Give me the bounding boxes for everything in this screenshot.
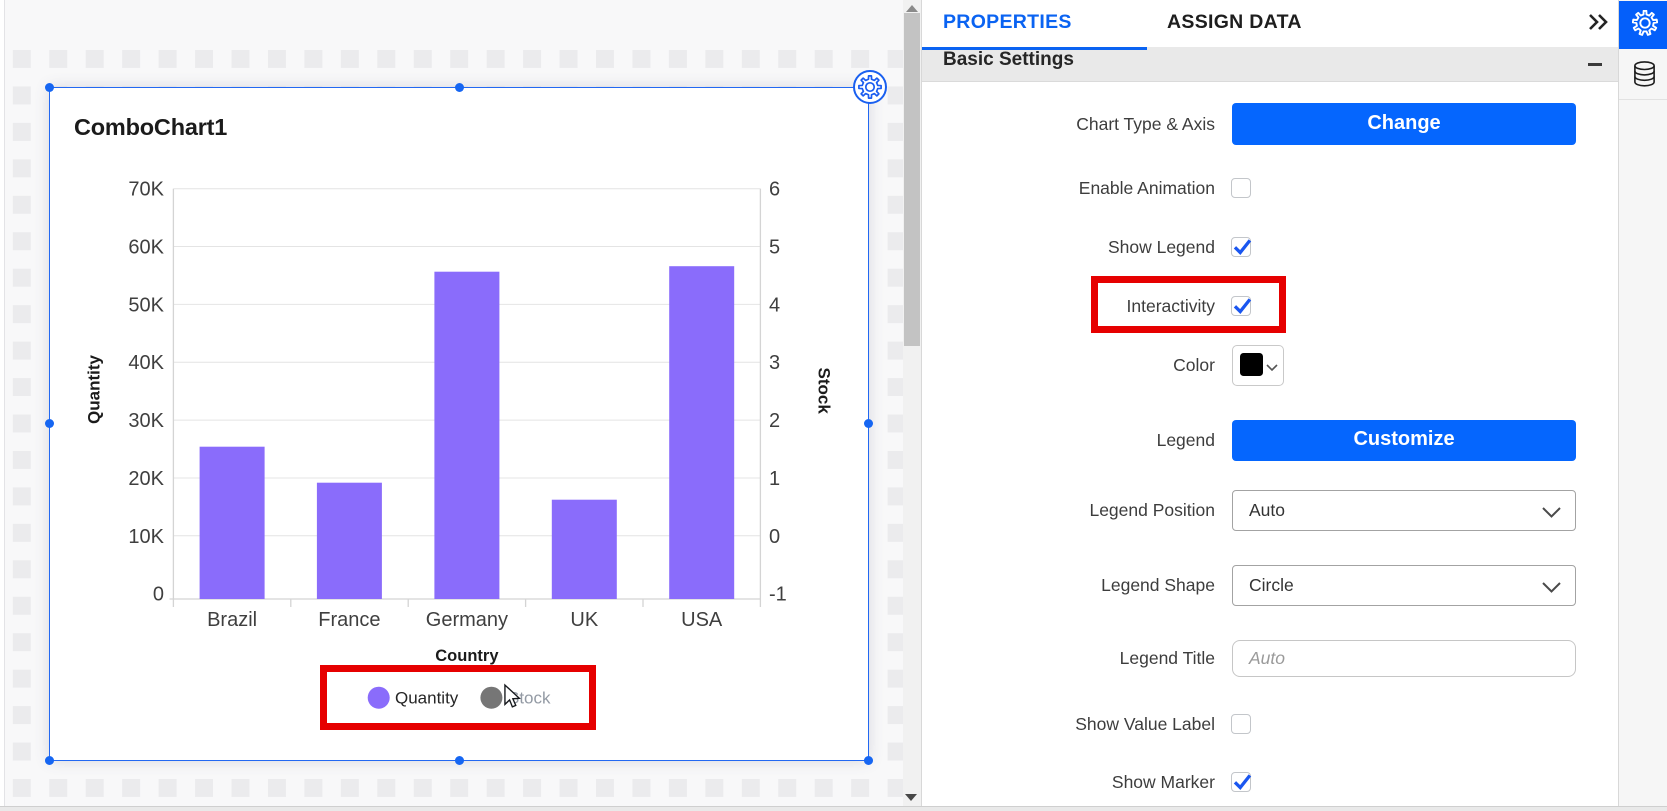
- svg-text:6: 6: [769, 179, 780, 201]
- svg-text:0: 0: [153, 584, 164, 606]
- svg-text:40K: 40K: [128, 352, 164, 374]
- svg-text:Brazil: Brazil: [207, 609, 257, 631]
- svg-text:Quantity: Quantity: [395, 689, 459, 708]
- svg-text:Stock: Stock: [815, 368, 834, 415]
- svg-text:0: 0: [769, 526, 780, 548]
- svg-text:-1: -1: [769, 584, 787, 606]
- svg-text:Stock: Stock: [508, 689, 551, 708]
- svg-text:ComboChart1: ComboChart1: [74, 114, 227, 140]
- svg-text:4: 4: [769, 294, 780, 316]
- svg-text:USA: USA: [681, 609, 723, 631]
- svg-text:70K: 70K: [128, 179, 164, 201]
- svg-text:30K: 30K: [128, 410, 164, 432]
- svg-text:50K: 50K: [128, 294, 164, 316]
- svg-text:UK: UK: [570, 609, 598, 631]
- svg-text:France: France: [318, 609, 380, 631]
- svg-text:10K: 10K: [128, 526, 164, 548]
- svg-text:5: 5: [769, 237, 780, 259]
- svg-text:20K: 20K: [128, 468, 164, 490]
- svg-text:Quantity: Quantity: [84, 354, 103, 423]
- svg-text:60K: 60K: [128, 237, 164, 259]
- svg-text:Germany: Germany: [426, 609, 508, 631]
- svg-text:3: 3: [769, 352, 780, 374]
- svg-text:1: 1: [769, 468, 780, 490]
- svg-text:Country: Country: [435, 647, 499, 665]
- svg-text:2: 2: [769, 410, 780, 432]
